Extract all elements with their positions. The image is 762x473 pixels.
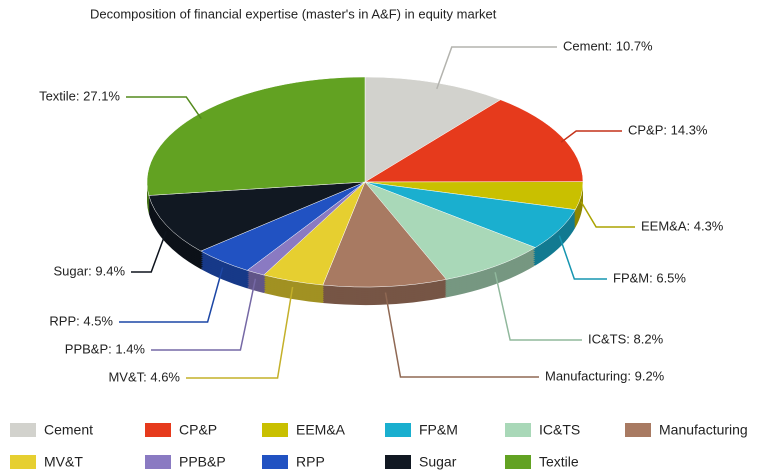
data-label: CP&P: 14.3% (628, 122, 708, 137)
legend-label: PPB&P (179, 454, 226, 470)
data-label: Cement: 10.7% (563, 38, 653, 53)
legend-swatch (385, 455, 411, 469)
pie-slice (364, 76, 502, 183)
legend-swatch (145, 455, 171, 469)
leader-line (384, 292, 539, 378)
leader-line (558, 235, 607, 280)
data-label: Manufacturing: 9.2% (545, 368, 665, 383)
legend-swatch (505, 423, 531, 437)
legend-label: EEM&A (296, 422, 346, 438)
pie-slice (364, 181, 536, 280)
legend-label: Cement (44, 422, 93, 438)
legend-swatch (10, 423, 36, 437)
pie-slice (364, 99, 584, 183)
leader-line (560, 130, 622, 143)
legend-swatch (145, 423, 171, 437)
leader-line (494, 272, 582, 341)
data-label: EEM&A: 4.3% (641, 218, 724, 233)
leader-line (131, 230, 167, 273)
leader-line (126, 96, 202, 120)
legend-swatch (505, 455, 531, 469)
chart-title: Decomposition of financial expertise (ma… (90, 6, 497, 21)
legend-label: FP&M (419, 422, 458, 438)
data-label: Sugar: 9.4% (53, 263, 125, 278)
leader-line (436, 46, 557, 90)
pie-slice (322, 181, 447, 288)
data-label: RPP: 4.5% (49, 313, 113, 328)
legend-swatch (262, 455, 288, 469)
legend-swatch (625, 423, 651, 437)
legend-label: MV&T (44, 454, 83, 470)
leader-line (186, 286, 294, 379)
data-label: FP&M: 6.5% (613, 270, 686, 285)
legend-label: CP&P (179, 422, 217, 438)
legend-label: Manufacturing (659, 422, 748, 438)
legend-label: Sugar (419, 454, 457, 470)
leader-line (119, 267, 224, 323)
legend-label: RPP (296, 454, 325, 470)
data-label: IC&TS: 8.2% (588, 331, 664, 346)
legend-label: Textile (539, 454, 579, 470)
data-label: PPB&P: 1.4% (65, 341, 146, 356)
pie-slice (146, 76, 366, 196)
legend-swatch (262, 423, 288, 437)
pie-slice (148, 181, 366, 252)
data-label: MV&T: 4.6% (108, 369, 180, 384)
legend-label: IC&TS (539, 422, 580, 438)
legend-swatch (385, 423, 411, 437)
leader-line (151, 278, 257, 351)
leader-line (580, 201, 635, 228)
data-label: Textile: 27.1% (39, 88, 120, 103)
legend-swatch (10, 455, 36, 469)
